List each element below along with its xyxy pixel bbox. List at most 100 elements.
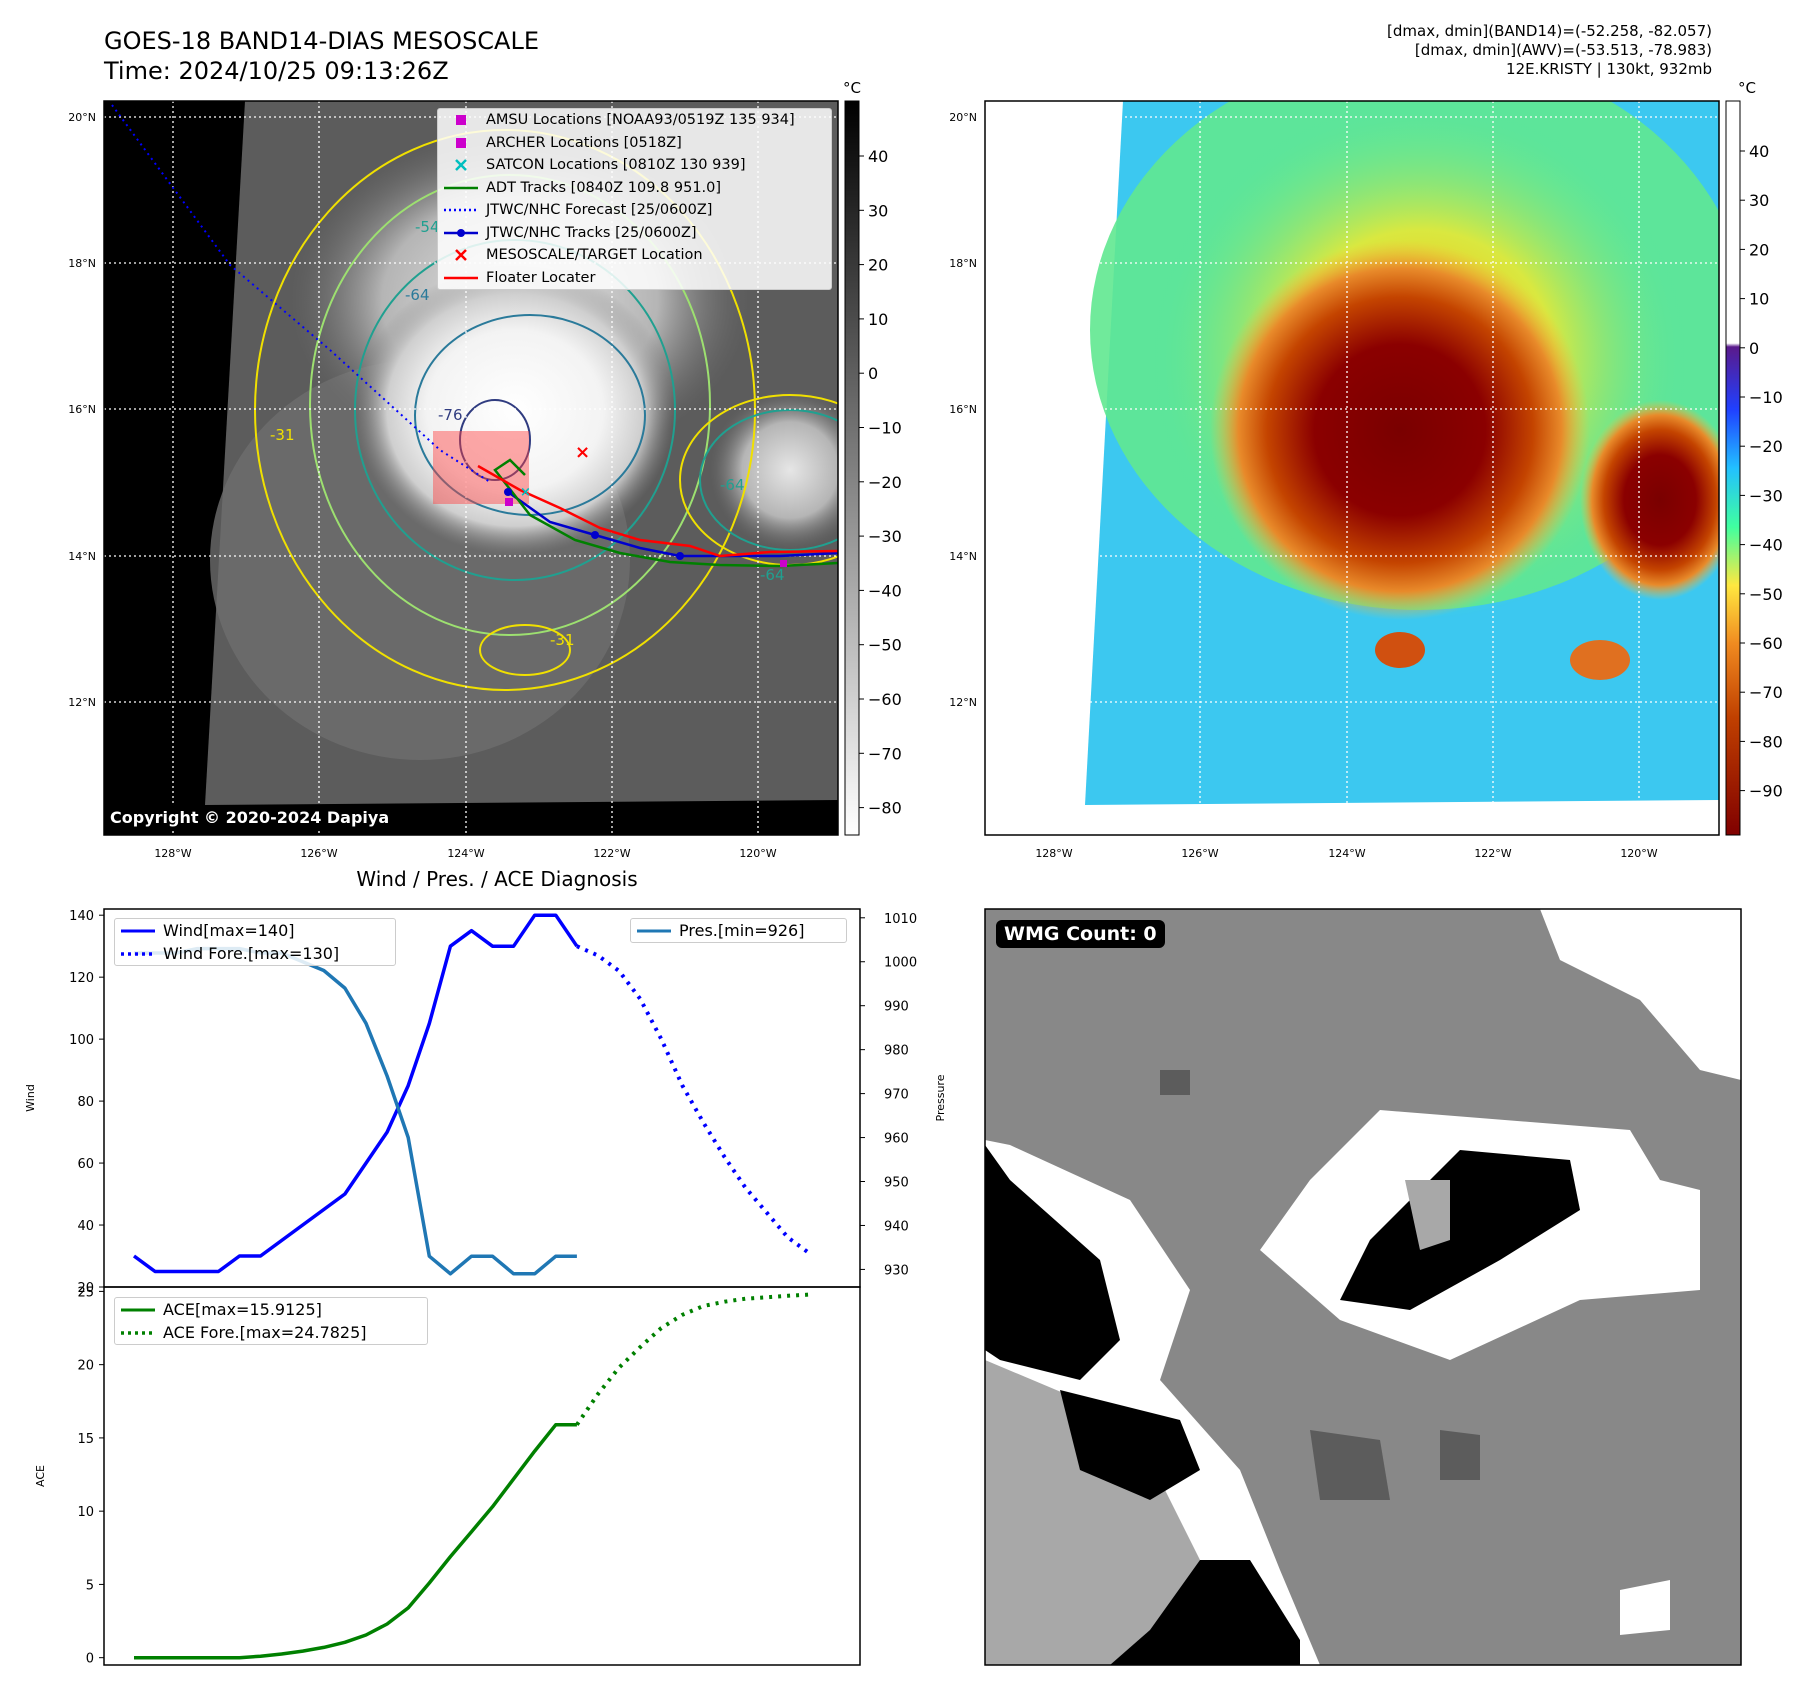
colorbar-tick-label: 30 [1749,191,1769,210]
colorbar-tick-label: −40 [868,581,902,600]
wmg-white-ne [1540,909,1741,1080]
y-right-tick-label: 960 [884,1132,909,1147]
legend-ace: ACE[max=15.9125] [115,1298,427,1321]
legend-solid-line [121,928,155,934]
awv-gridlines [985,101,1719,835]
ir-colorbar [844,100,860,836]
wmg-black-west [985,1145,1120,1380]
title-line-2: Time: 2024/10/25 09:13:26Z [104,57,449,85]
wmg-dark-patch [1310,1430,1390,1500]
legend-wind-forecast: Wind Fore.[max=130] [115,942,395,965]
y-tick-label: 80 [77,1095,94,1110]
awv-core [1210,240,1590,620]
info-awv: [dmax, dmin](AWV)=(-53.513, -78.983) [1414,41,1712,59]
wmg-light-gray-sw [985,1360,1240,1665]
contour-label: -54 [415,218,440,236]
satcon-marker: × [520,485,531,500]
awv-east-cell [1580,400,1719,600]
legend-symbol [444,207,478,213]
colorbar-tick-label: 10 [868,310,888,329]
y-right-tick-label: 940 [884,1219,909,1234]
colorbar-tick-label: −40 [1749,536,1783,555]
info-band14: [dmax, dmin](BAND14)=(-52.258, -82.057) [1387,22,1712,40]
lon-label: 124°W [1328,847,1365,860]
wmg-black-sw [1060,1390,1200,1500]
lat-label: 14°N [949,550,977,563]
legend-label: ARCHER Locations [0518Z] [486,134,682,151]
legend-solid-line [121,1307,155,1313]
y-tick-label: 20 [77,1359,94,1374]
awv-map-frame [984,100,1720,836]
y-tick-label: 15 [77,1432,94,1447]
y-right-tick-label: 950 [884,1176,909,1191]
lat-label: 12°N [949,696,977,709]
map-axis-labels: 20°N 20°N 18°N 18°N 16°N 16°N 14°N 14°N 12°N 12°N… [68,111,1658,860]
colorbar-tick-label: −60 [1749,634,1783,653]
archer-marker [780,560,787,567]
lat-label: 18°N [949,257,977,270]
legend-label: SATCON Locations [0810Z 130 939] [486,157,746,174]
legend-solid-line [637,928,671,934]
ir-map-frame [103,100,839,836]
best-track [507,490,838,558]
wmg-black-ring [1340,1150,1580,1310]
y-right-tick-label: 930 [884,1263,909,1278]
legend-pressure: Pres.[min=926] [631,919,846,942]
lon-label: 124°W [447,847,484,860]
lon-label: 128°W [154,847,191,860]
amsu-marker [505,498,513,506]
awv-colorbar-unit: °C [1738,79,1756,97]
y-tick-label: 120 [69,971,94,986]
track-point [504,488,512,496]
legend-item: JTWC/NHC Forecast [25/0600Z] [438,199,831,222]
colorbar-tick-label: 0 [868,364,878,383]
y-tick-label: 100 [69,1033,94,1048]
legend-label: AMSU Locations [NOAA93/0519Z 135 934] [486,112,795,129]
colorbar-tick-label: −10 [868,419,902,438]
awv-map-panel [985,101,1719,835]
y-right-tick-label: 970 [884,1088,909,1103]
lat-label: 12°N [68,696,96,709]
y-tick-label: 140 [69,909,94,924]
ace-chart: 0 5 10 15 20 25 [77,1285,810,1667]
figure-title: GOES-18 BAND14-DIAS MESOSCALE Time: 2024… [104,26,539,86]
colorbar-tick-label: −60 [868,690,902,709]
colorbar-tick-label: −70 [1749,683,1783,702]
legend-item: AMSU Locations [NOAA93/0519Z 135 934] [438,109,831,132]
lat-label: 16°N [949,403,977,416]
wmg-dark-patch [1160,1070,1190,1095]
colorbar-tick-label: −20 [868,473,902,492]
ace-legend: ACE[max=15.9125] ACE Fore.[max=24.7825] [114,1297,428,1345]
contour-south-yellow [479,624,571,676]
y-tick-label: 10 [77,1505,94,1520]
legend-symbol [444,275,478,281]
awv-colorbar-ticks: 40 30 20 10 0 −10 −20 −30 −40 −50 −60 −70 −80 −90 [1740,142,1783,801]
wind-pressure-chart: 20 40 60 80 100 120 140 930 940 950 960 970 980 990 10… [69,909,917,1296]
lon-label: 120°W [1620,847,1657,860]
colorbar-tick-label: −20 [1749,437,1783,456]
series-line-0 [132,913,579,1274]
series-line-0 [134,1422,577,1660]
legend-symbol [444,114,478,126]
contour-label: -64 [760,566,785,584]
legend-item: SATCON Locations [0810Z 130 939] [438,154,831,177]
colorbar-tick-label: 0 [1749,339,1759,358]
colorbar-tick-label: −80 [1749,732,1783,751]
legend-label: ACE Fore.[max=24.7825] [163,1323,367,1342]
colorbar-tick-label: −90 [1749,782,1783,801]
contour-label: -64 [720,476,745,494]
contour-label: -31 [550,631,575,649]
wmg-black-south [1110,1560,1300,1665]
contour-label: -31 [270,426,295,444]
legend-symbol [444,159,478,172]
legend-label: JTWC/NHC Forecast [25/0600Z] [486,202,713,219]
ir-colorbar-unit: °C [843,79,861,97]
colorbar-tick-label: 10 [1749,290,1769,309]
legend-symbol [444,185,478,191]
lon-label: 126°W [1181,847,1218,860]
legend-label: MESOSCALE/TARGET Location [486,247,703,264]
y-tick-label: 20 [77,1281,94,1296]
legend-item: Floater Locater [438,267,831,290]
track-point [676,552,684,560]
